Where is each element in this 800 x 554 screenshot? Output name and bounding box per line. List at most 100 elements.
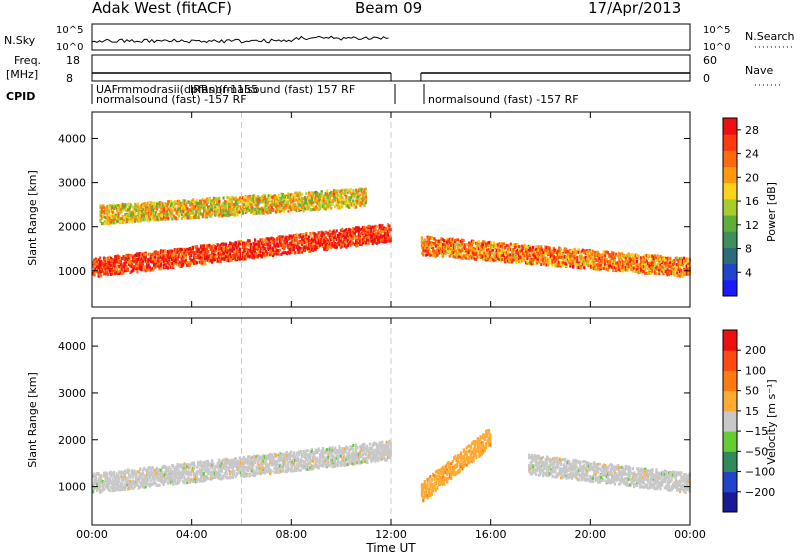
range-gate-cell xyxy=(144,253,147,257)
range-gate-cell xyxy=(104,267,107,271)
sky-noise-line xyxy=(91,35,389,44)
range-gate-cell xyxy=(199,256,203,260)
range-gate-cell xyxy=(186,207,189,211)
range-gate-cell xyxy=(472,241,475,245)
range-gate-cell xyxy=(363,204,366,208)
range-gate-cell xyxy=(143,252,146,256)
range-gate-cell xyxy=(298,249,301,253)
range-gate-cell xyxy=(312,231,315,235)
range-gate-cell xyxy=(141,259,145,263)
range-gate-cell xyxy=(314,233,318,237)
cpid-label: CPID xyxy=(6,90,35,103)
range-gate-cell xyxy=(266,239,269,243)
range-gate-cell xyxy=(313,247,316,251)
range-gate-cell xyxy=(177,255,181,259)
range-gate-cell xyxy=(126,257,129,261)
range-gate-cell xyxy=(223,253,226,257)
range-gate-cell xyxy=(100,274,103,278)
search-label: N.Search xyxy=(745,30,795,43)
range-gate-cell xyxy=(301,235,304,239)
range-gate-cell xyxy=(580,266,583,270)
range-gate-cell xyxy=(100,269,103,273)
range-gate-cell xyxy=(273,244,276,248)
range-gate-cell xyxy=(296,251,300,255)
range-gate-cell xyxy=(522,247,525,251)
range-gate-cell xyxy=(212,258,215,262)
range-gate-cell xyxy=(335,189,338,193)
range-gate-cell xyxy=(537,255,540,259)
range-gate-cell xyxy=(341,233,344,237)
range-gate-cell xyxy=(198,260,201,264)
range-gate-cell xyxy=(235,249,239,253)
range-gate-cell xyxy=(325,242,329,246)
range-gate-cell xyxy=(134,259,138,263)
range-gate-cell xyxy=(184,256,187,260)
range-gate-cell xyxy=(157,259,160,263)
range-gate-cell xyxy=(92,264,95,268)
range-gate-cell xyxy=(252,249,255,253)
range-gate-cell xyxy=(109,269,113,273)
range-gate-cell xyxy=(331,242,334,246)
range-gate-cell xyxy=(140,261,143,265)
range-gate-cell xyxy=(166,266,169,270)
range-gate-cell xyxy=(247,254,250,258)
range-gate-cell xyxy=(309,242,312,246)
range-gate-cell xyxy=(172,253,175,257)
range-gate-cell xyxy=(303,241,306,245)
range-gate-cell xyxy=(290,208,293,212)
range-gate-cell xyxy=(156,207,159,211)
range-gate-cell xyxy=(241,257,244,261)
range-gate-cell xyxy=(137,266,140,270)
range-gate-cell xyxy=(92,261,95,265)
range-gate-cell xyxy=(213,258,217,262)
range-gate-cell xyxy=(172,264,175,268)
range-gate-cell xyxy=(256,245,259,249)
range-gate-cell xyxy=(352,199,355,203)
range-gate-cell xyxy=(364,187,367,191)
range-gate-cell xyxy=(298,235,301,239)
range-gate-cell xyxy=(188,263,192,267)
range-gate-cell xyxy=(112,262,115,266)
range-gate-cell xyxy=(222,247,225,251)
range-gate-cell xyxy=(256,205,260,209)
range-gate-cell xyxy=(97,263,100,267)
range-gate-cell xyxy=(256,254,259,258)
range-gate-cell xyxy=(237,244,240,248)
range-gate-cell xyxy=(124,203,127,207)
range-gate-cell xyxy=(173,261,176,265)
range-gate-cell xyxy=(187,252,190,256)
range-gate-cell xyxy=(461,249,464,253)
cpid-panel: CPID UAFrmmodrasii(dpfas)(f-1155 IRRnorm… xyxy=(6,83,579,106)
range-gate-cell xyxy=(101,267,104,271)
range-gate-cell xyxy=(241,242,244,246)
range-gate-cell xyxy=(247,248,250,252)
range-gate-cell xyxy=(199,250,203,254)
range-gate-cell xyxy=(98,271,102,275)
range-gate-cell xyxy=(289,236,293,240)
freq-panel: Freq. [MHz] Nave 18 8 60 0 xyxy=(6,54,780,86)
range-gate-cell xyxy=(338,236,341,240)
range-gate-cell xyxy=(126,253,129,257)
range-gate-cell xyxy=(307,242,311,246)
date-title: 17/Apr/2013 xyxy=(588,0,681,17)
range-gate-cell xyxy=(338,231,341,235)
range-gate-cell xyxy=(118,264,121,268)
range-gate-cell xyxy=(126,267,129,271)
range-gate-cell xyxy=(231,255,235,259)
range-gate-cell xyxy=(115,259,118,263)
range-gate-cell xyxy=(186,261,189,265)
range-gate-cell xyxy=(284,244,287,248)
range-gate-cell xyxy=(487,244,490,248)
range-gate-cell xyxy=(271,238,275,242)
range-gate-cell xyxy=(339,244,342,248)
range-gate-cell xyxy=(187,247,190,251)
range-gate-cell xyxy=(267,237,271,241)
range-gate-cell xyxy=(316,233,319,237)
range-gate-cell xyxy=(258,243,261,247)
range-gate-cell xyxy=(233,247,236,251)
range-gate-cell xyxy=(158,260,161,264)
range-gate-cell xyxy=(285,240,288,244)
range-gate-cell xyxy=(175,251,178,255)
range-gate-cell xyxy=(118,255,121,259)
range-gate-cell xyxy=(367,241,370,245)
